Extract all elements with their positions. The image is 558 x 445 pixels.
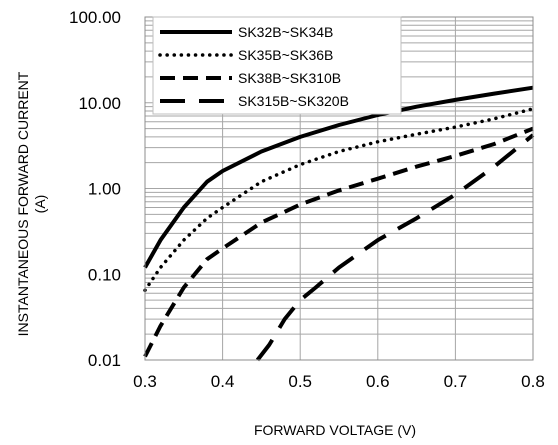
legend: SK32B~SK34B SK35B~SK36B SK38B~SK310B SK315B… [152,16,402,115]
y-axis-title-line2: (A) [32,195,48,214]
y-tick-label: 0.10 [88,265,121,284]
x-tick-label: 0.3 [133,372,157,391]
y-tick-label: 1.00 [88,180,121,199]
x-tick-label: 0.4 [211,372,235,391]
grid-lines [144,17,534,361]
x-axis-title: FORWARD VOLTAGE (V) [254,422,416,438]
y-tick-label: 0.01 [88,351,121,370]
series-line-4 [255,133,535,362]
legend-label-2: SK35B~SK36B [238,47,333,63]
y-axis-title-line1: INSTANTANEOUS FORWARD CURRENT [15,71,31,336]
legend-label-3: SK38B~SK310B [238,70,341,86]
series-lines [143,85,535,362]
y-tick-label: 10.00 [78,94,121,113]
legend-label-1: SK32B~SK34B [238,24,333,40]
series-line-2 [143,107,535,293]
x-tick-label: 0.7 [444,372,468,391]
tick-labels: 0.3 0.4 0.5 0.6 0.7 0.8 0.01 0.10 1.00 10.00 100.0… [69,8,545,391]
series-line-3 [143,126,534,358]
series-line-1 [143,85,534,269]
y-axis-title: INSTANTANEOUS FORWARD CURRENT (A) [15,71,48,336]
x-tick-label: 0.5 [288,372,312,391]
y-tick-label: 100.00 [69,8,121,27]
legend-label-4: SK315B~SK320B [238,93,349,109]
x-tick-label: 0.8 [521,372,545,391]
x-tick-label: 0.6 [366,372,390,391]
